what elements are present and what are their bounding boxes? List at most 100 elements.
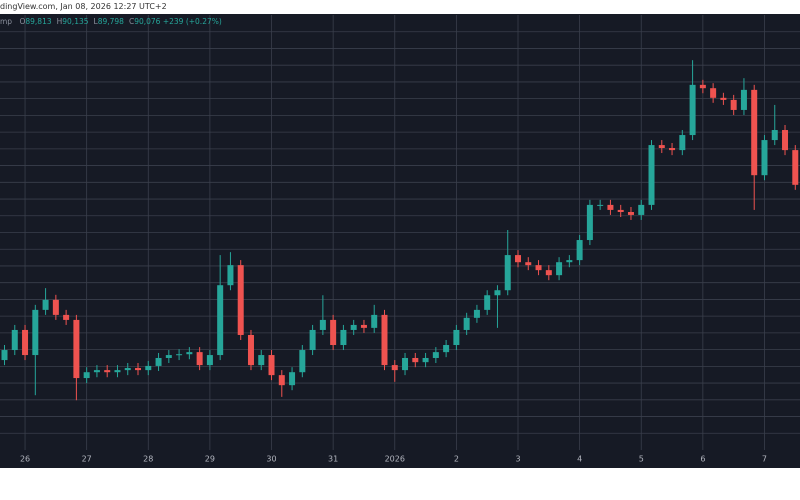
x-tick-label: 3 xyxy=(515,455,520,464)
field-label: H xyxy=(56,17,63,26)
candle-body xyxy=(617,209,624,213)
x-tick-label: 31 xyxy=(328,455,338,464)
symbol: mp xyxy=(0,17,13,26)
candle-body xyxy=(206,355,213,366)
candle-body xyxy=(104,370,111,373)
candle-body xyxy=(473,309,480,318)
candle-body xyxy=(720,97,727,100)
candle-body xyxy=(771,130,778,141)
candle-body xyxy=(515,255,521,263)
candle-body xyxy=(52,299,59,315)
candle-body xyxy=(556,262,563,276)
candle-body xyxy=(669,148,676,151)
candle-body xyxy=(330,319,337,346)
candle-body xyxy=(289,372,296,386)
candle-body xyxy=(699,84,706,89)
x-tick-label: 30 xyxy=(266,455,276,464)
candle-body xyxy=(186,352,193,355)
candle-body xyxy=(258,355,265,366)
candle-body xyxy=(402,357,409,371)
candle-body xyxy=(145,365,152,371)
candle-body xyxy=(391,365,398,371)
candle-body xyxy=(278,375,285,386)
field-label: L xyxy=(93,17,98,26)
candle-body xyxy=(299,350,306,373)
time-axis: 26 27 28 29 30 31 2026 2 3 4 5 6 7 xyxy=(0,450,800,468)
candle-body xyxy=(679,135,686,151)
candle-body xyxy=(751,89,758,176)
chart: 26 27 28 29 30 31 2026 2 3 4 5 6 7 xyxy=(0,0,800,468)
candle-body xyxy=(309,329,316,351)
candle-body xyxy=(484,295,491,310)
candle-body xyxy=(73,319,80,379)
candle-body xyxy=(689,84,696,136)
ohlc-legend: mp O89,813 H90,135 L89,798 C90,076 +239 (+0… xyxy=(0,17,222,26)
candle-body xyxy=(412,357,419,363)
candle-body xyxy=(371,314,378,328)
candle-body xyxy=(586,204,593,241)
candle-body xyxy=(443,345,450,353)
candle-body xyxy=(658,145,665,149)
candle-body xyxy=(1,350,8,361)
candle-body xyxy=(42,299,49,310)
candle-body xyxy=(22,329,29,356)
candle-body xyxy=(494,290,501,296)
change: +239 (+0.27%) xyxy=(162,17,222,26)
candle-body xyxy=(638,204,645,215)
candle-body xyxy=(217,285,224,356)
candle-body xyxy=(740,89,747,110)
candle-body xyxy=(648,145,655,205)
candle-body xyxy=(525,262,532,266)
candle-body xyxy=(627,212,634,215)
candle-body xyxy=(268,355,275,376)
candle-body xyxy=(114,370,121,373)
candle-body xyxy=(124,368,131,371)
candle-body xyxy=(607,204,614,210)
candle-body xyxy=(730,99,737,110)
header: dingView.com, Jan 08, 2026 12:27 UTC+2 xyxy=(0,0,800,14)
candle-body xyxy=(247,334,254,366)
field-label: O xyxy=(19,17,26,26)
x-tick-label: 2 xyxy=(454,455,459,464)
axis-background xyxy=(0,450,800,468)
x-tick-label: 4 xyxy=(577,455,582,464)
candles xyxy=(1,60,799,401)
header-source: dingView.com, Jan 08, 2026 12:27 UTC+2 xyxy=(0,2,167,11)
candle-body xyxy=(319,319,326,330)
candle-body xyxy=(453,329,460,346)
candle-body xyxy=(710,88,717,98)
candle-body xyxy=(63,314,70,320)
x-tick-label: 27 xyxy=(82,455,92,464)
grid xyxy=(0,15,800,450)
candle-body xyxy=(237,265,244,335)
candle-body xyxy=(350,324,357,330)
candle-body xyxy=(761,140,768,176)
x-tick-label: 26 xyxy=(20,455,30,464)
candle-body xyxy=(196,352,203,366)
candle-body xyxy=(463,317,470,330)
candle-body xyxy=(545,270,552,276)
candle-body xyxy=(227,265,234,286)
x-tick-label: 28 xyxy=(143,455,153,464)
x-tick-label: 7 xyxy=(762,455,767,464)
candle-body xyxy=(360,324,367,328)
candle-body xyxy=(782,130,789,151)
candle-body xyxy=(340,329,347,346)
candle-body xyxy=(32,309,39,356)
candle-body xyxy=(176,354,183,356)
candle-body xyxy=(597,204,604,206)
candle-body xyxy=(93,370,100,373)
ohlc-fields: O89,813 H90,135 L89,798 C90,076 xyxy=(14,17,162,26)
candle-body xyxy=(165,355,172,358)
candle-body xyxy=(566,260,573,263)
field-value: 89,798 xyxy=(97,17,124,26)
x-tick-label: 5 xyxy=(639,455,644,464)
field-label: C xyxy=(128,17,135,26)
chart-background xyxy=(0,0,800,468)
x-tick-label: 6 xyxy=(700,455,705,464)
candle-body xyxy=(155,357,162,366)
field-value: 89,813 xyxy=(25,17,52,26)
candle-body xyxy=(11,329,18,351)
candle-body xyxy=(432,352,439,358)
field-value: 90,076 xyxy=(134,17,161,26)
